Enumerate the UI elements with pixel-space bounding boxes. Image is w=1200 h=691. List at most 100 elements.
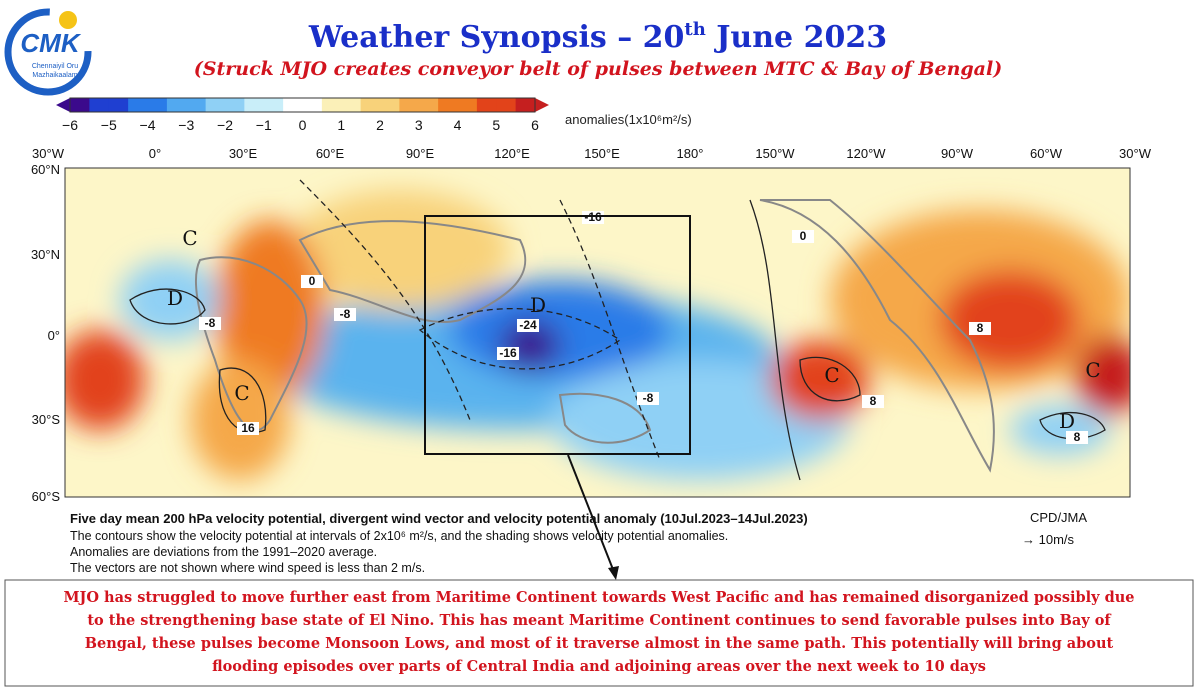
contour-label-bg <box>237 422 259 435</box>
colorbar-end <box>56 98 70 112</box>
source: CPD/JMA <box>1030 510 1087 525</box>
colorbar-segment <box>321 98 342 112</box>
longitude-label: 30°E <box>229 146 258 161</box>
colorbar-label: −1 <box>256 117 272 133</box>
longitude-label: 90°E <box>406 146 435 161</box>
colorbar-segment <box>166 98 187 112</box>
colorbar-segment <box>496 98 517 112</box>
logo-tagline: Mazhaikaalam <box>32 72 77 79</box>
longitude-label: 30°W <box>32 146 65 161</box>
latitude-label: 60°S <box>32 489 61 504</box>
latitude-label: 30°S <box>32 412 61 427</box>
latitude-label: 0° <box>48 328 60 343</box>
colorbar-end <box>535 98 549 112</box>
colorbar: −6 −5 −4 −3 −2 −1 0 1 2 3 4 5 6 <box>56 97 549 133</box>
longitude-label: 60°W <box>1030 146 1063 161</box>
contour-label: -8 <box>643 391 654 405</box>
note-line: Bengal, these pulses become Monsoon Lows… <box>85 635 1114 652</box>
contour-label: 8 <box>870 394 877 408</box>
colorbar-segment <box>438 98 458 112</box>
colorbar-label: −6 <box>62 117 78 133</box>
title-part: Weather Synopsis – 20 <box>308 20 684 55</box>
coastlines <box>194 199 995 473</box>
contour-label-bg <box>334 308 356 321</box>
center-label: C <box>824 363 839 387</box>
longitude-label: 30°W <box>1119 146 1152 161</box>
focus-box <box>424 215 691 455</box>
contour-label: 16 <box>241 421 255 435</box>
caption-line: Anomalies are deviations from the 1991–2… <box>70 545 377 559</box>
caption-title: Five day mean 200 hPa velocity potential… <box>70 511 808 526</box>
colorbar-label: −2 <box>217 117 233 133</box>
colorbar-units: anomalies(1x10⁶m²/s) <box>565 112 692 127</box>
longitude-label: 120°E <box>494 146 530 161</box>
note-line: to the strengthening base state of El Ni… <box>87 612 1112 629</box>
note-line: MJO has struggled to move further east f… <box>63 589 1134 606</box>
colorbar-segment <box>263 98 284 112</box>
longitude-label: 150°E <box>584 146 620 161</box>
logo-sun <box>59 11 77 29</box>
contour-label-bg <box>582 211 604 224</box>
colorbar-segment <box>418 98 439 112</box>
note: MJO has struggled to move further east f… <box>63 589 1134 675</box>
colorbar-segment <box>283 98 303 112</box>
colorbar-segment <box>302 98 323 112</box>
pointer-arrow <box>567 454 615 573</box>
colorbar-label: −4 <box>140 117 156 133</box>
latitude-label: 30°N <box>31 247 60 262</box>
contour-label: -8 <box>340 307 351 321</box>
contour-label: -24 <box>519 318 537 332</box>
colorbar-segment <box>128 98 148 112</box>
logo: CMK Chennaiyil Oru Mazhaikaalam <box>4 8 92 96</box>
colorbar-segment <box>186 98 207 112</box>
contour-label: -8 <box>205 316 216 330</box>
note-box <box>4 579 1194 687</box>
title: Weather Synopsis – 20th June 2023 <box>308 19 887 55</box>
colorbar-segment <box>360 98 381 112</box>
contour-label: 8 <box>977 321 984 335</box>
contour-label-bg <box>517 319 539 332</box>
colorbar-segment <box>147 98 168 112</box>
axis-labels: 30°W 0° 30°E 60°E 90°E 120°E 150°E 180° 150°W 120… <box>31 146 1152 504</box>
colorbar-label: −5 <box>101 117 117 133</box>
colorbar-segment <box>380 98 400 112</box>
colorbar-segment <box>341 98 362 112</box>
colorbar-segment <box>225 98 245 112</box>
colorbar-label: 6 <box>531 117 539 133</box>
arrow-head <box>608 566 619 580</box>
caption-line: The contours show the velocity potential… <box>70 529 728 543</box>
center-label: D <box>1059 409 1075 433</box>
colorbar-label: 2 <box>376 117 384 133</box>
contour-label-bg <box>862 395 884 408</box>
center-label: C <box>1085 358 1100 382</box>
center-label: D <box>167 286 183 310</box>
note-line: flooding episodes over parts of Central … <box>212 658 986 675</box>
contour-label-bg <box>301 275 323 288</box>
contour-label-bg <box>1066 431 1088 444</box>
latitude-label: 60°N <box>31 162 60 177</box>
colorbar-segment <box>244 98 265 112</box>
colorbar-segment <box>70 98 90 112</box>
colorbar-segment <box>108 98 129 112</box>
longitude-label: 120°W <box>846 146 886 161</box>
longitude-label: 150°W <box>755 146 795 161</box>
contour-label: 0 <box>800 229 807 243</box>
colorbar-frame <box>69 97 536 113</box>
colorbar-segment <box>457 98 478 112</box>
contour-label-bg <box>792 230 814 243</box>
colorbar-segment <box>205 98 226 112</box>
contour-label: -16 <box>499 346 517 360</box>
longitude-label: 90°W <box>941 146 974 161</box>
longitude-label: 60°E <box>316 146 345 161</box>
shading <box>65 190 1130 480</box>
logo-tagline: Chennaiyil Oru <box>32 63 78 70</box>
colorbar-label: 4 <box>454 117 462 133</box>
longitude-label: 180° <box>677 146 704 161</box>
center-label: D <box>530 293 546 317</box>
contour-label-bg <box>637 392 659 405</box>
subtitle: (Struck MJO creates conveyor belt of pul… <box>194 58 1002 80</box>
center-label: C <box>234 381 249 405</box>
contour-label: 8 <box>1074 430 1081 444</box>
logo-ring <box>4 8 92 96</box>
